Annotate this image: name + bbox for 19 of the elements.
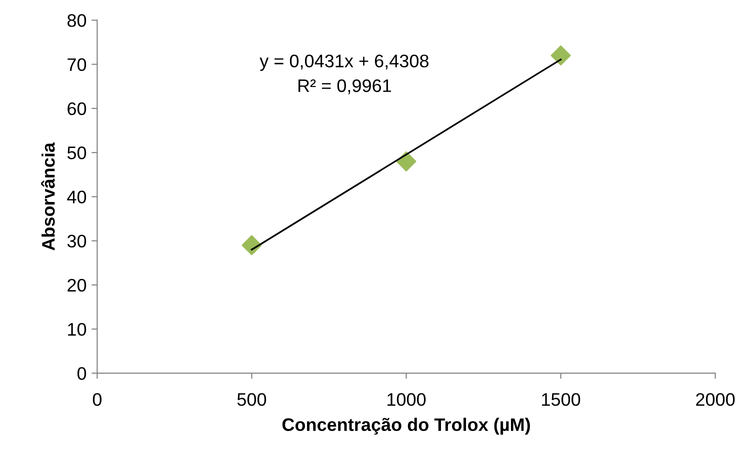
y-tick-label: 0 [77, 367, 86, 380]
y-tick-label: 50 [67, 146, 86, 160]
point [550, 45, 571, 66]
y-tick-label: 60 [68, 102, 86, 116]
y-tick-label: 70 [68, 58, 86, 72]
y-tick-label: 80 [67, 14, 86, 27]
x-axis-title: Concentração do Trolox (µM) [282, 418, 530, 435]
y-tick-label: 30 [67, 234, 86, 248]
annotation: R² = 0,9961 [298, 79, 391, 94]
x-tick-label: 2000 [696, 393, 735, 406]
y-tick-label: 40 [67, 190, 86, 204]
x-tick-label: 1000 [388, 393, 426, 406]
x-tick-label: 0 [92, 393, 102, 406]
y-tick-label: 20 [68, 278, 86, 292]
y-axis-title: Absorvância [41, 142, 55, 250]
x-tick-label: 500 [237, 393, 266, 406]
x-tick-label: 1500 [542, 393, 580, 406]
annotation: y = 0,0431x + 6,4308 [260, 54, 428, 71]
y-tick-label: 10 [68, 322, 86, 336]
